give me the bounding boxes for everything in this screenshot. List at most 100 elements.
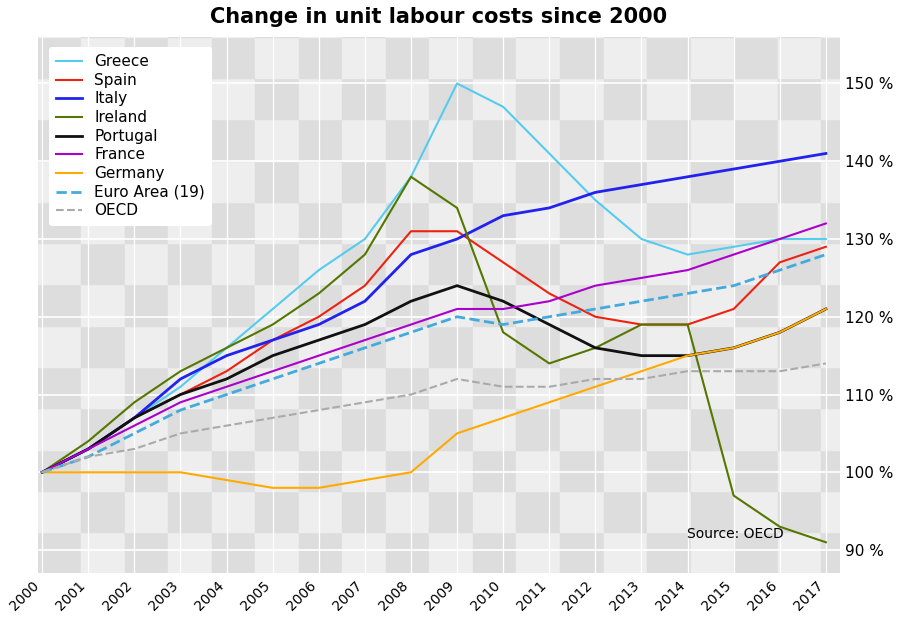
Bar [299, 0, 342, 37]
Bar [865, 202, 900, 243]
Bar [560, 0, 604, 37]
Bar [386, 37, 429, 78]
Bar [647, 491, 690, 532]
Bar [778, 202, 822, 243]
Bar [517, 285, 560, 326]
Bar [38, 532, 81, 574]
Legend: Greece, Spain, Italy, Ireland, Portugal, France, Germany, Euro Area (19), OECD: Greece, Spain, Italy, Ireland, Portugal,… [49, 46, 212, 226]
Bar [342, 367, 386, 409]
Bar [342, 0, 386, 37]
Bar [517, 532, 560, 574]
Bar [865, 78, 900, 120]
Bar [560, 491, 604, 532]
Bar [256, 243, 299, 285]
Bar [690, 161, 734, 202]
Bar [473, 367, 517, 409]
Bar [604, 450, 647, 491]
Bar [168, 120, 212, 161]
Bar [299, 202, 342, 243]
Bar [168, 161, 212, 202]
Bar [604, 78, 647, 120]
Bar [517, 202, 560, 243]
Bar [429, 37, 473, 78]
Bar [473, 450, 517, 491]
Bar [299, 37, 342, 78]
Bar [778, 491, 822, 532]
Bar [256, 285, 299, 326]
Bar [429, 367, 473, 409]
Bar [473, 491, 517, 532]
Bar [386, 450, 429, 491]
Bar [81, 532, 125, 574]
Bar [342, 491, 386, 532]
Bar [647, 532, 690, 574]
Bar [604, 491, 647, 532]
Bar [604, 532, 647, 574]
Bar [256, 532, 299, 574]
Bar [865, 367, 900, 409]
Bar [604, 367, 647, 409]
Bar [604, 120, 647, 161]
Bar [822, 161, 865, 202]
Bar [125, 202, 168, 243]
Bar [125, 285, 168, 326]
Bar [212, 202, 256, 243]
Bar [560, 409, 604, 450]
Bar [429, 243, 473, 285]
Bar [212, 37, 256, 78]
Bar [647, 37, 690, 78]
Bar [299, 161, 342, 202]
Bar [342, 243, 386, 285]
Bar [865, 326, 900, 367]
Bar [342, 285, 386, 326]
Bar [473, 161, 517, 202]
Bar [604, 161, 647, 202]
Bar [560, 532, 604, 574]
Bar [517, 0, 560, 37]
Bar [125, 491, 168, 532]
Bar [473, 37, 517, 78]
Bar [734, 78, 778, 120]
Bar [81, 409, 125, 450]
Bar [734, 161, 778, 202]
Bar [647, 120, 690, 161]
Bar [690, 202, 734, 243]
Bar [473, 202, 517, 243]
Bar [256, 491, 299, 532]
Bar [734, 450, 778, 491]
Bar [647, 0, 690, 37]
Bar [429, 120, 473, 161]
Bar [256, 367, 299, 409]
Bar [560, 326, 604, 367]
Bar [256, 0, 299, 37]
Bar [429, 409, 473, 450]
Bar [168, 202, 212, 243]
Bar [38, 409, 81, 450]
Bar [125, 532, 168, 574]
Bar [778, 120, 822, 161]
Bar [604, 202, 647, 243]
Bar [647, 243, 690, 285]
Bar [690, 491, 734, 532]
Bar [38, 120, 81, 161]
Bar [38, 243, 81, 285]
Bar [81, 326, 125, 367]
Bar [342, 450, 386, 491]
Bar [604, 243, 647, 285]
Bar [734, 409, 778, 450]
Bar [125, 161, 168, 202]
Bar [517, 326, 560, 367]
Bar [822, 409, 865, 450]
Bar [125, 120, 168, 161]
Bar [690, 409, 734, 450]
Bar [168, 450, 212, 491]
Bar [386, 0, 429, 37]
Bar [473, 326, 517, 367]
Bar [256, 409, 299, 450]
Bar [560, 37, 604, 78]
Bar [517, 409, 560, 450]
Bar [517, 367, 560, 409]
Bar [604, 0, 647, 37]
Bar [517, 120, 560, 161]
Bar [168, 326, 212, 367]
